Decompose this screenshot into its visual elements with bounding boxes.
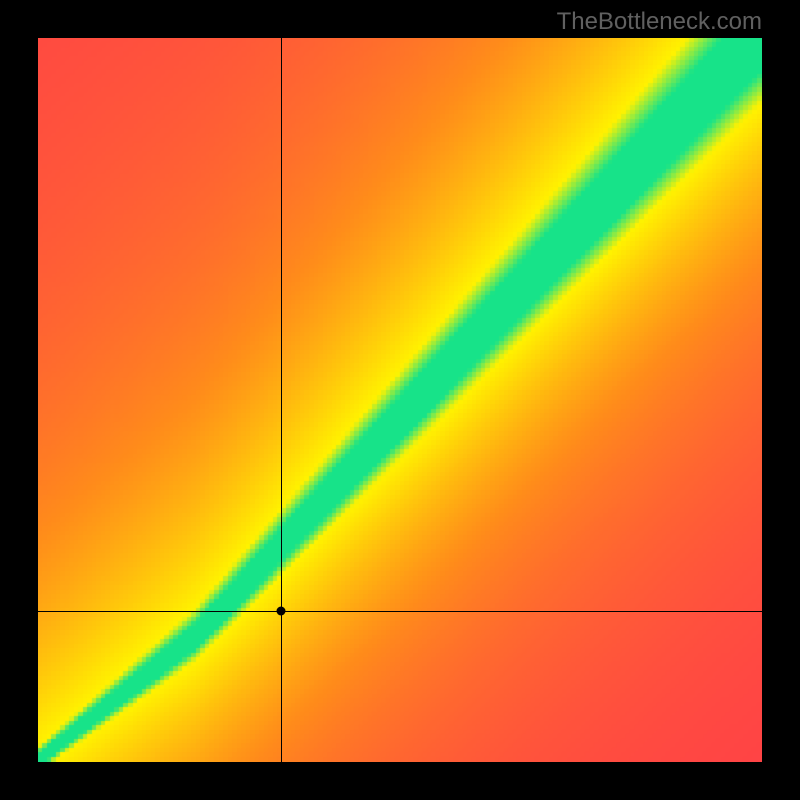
crosshair-horizontal	[38, 611, 762, 612]
heatmap-canvas	[38, 38, 762, 762]
attribution-label: TheBottleneck.com	[557, 8, 762, 36]
crosshair-marker-point	[276, 607, 285, 616]
chart-container: TheBottleneck.com	[0, 0, 800, 800]
crosshair-vertical	[281, 38, 282, 762]
heatmap-plot-area	[38, 38, 762, 762]
